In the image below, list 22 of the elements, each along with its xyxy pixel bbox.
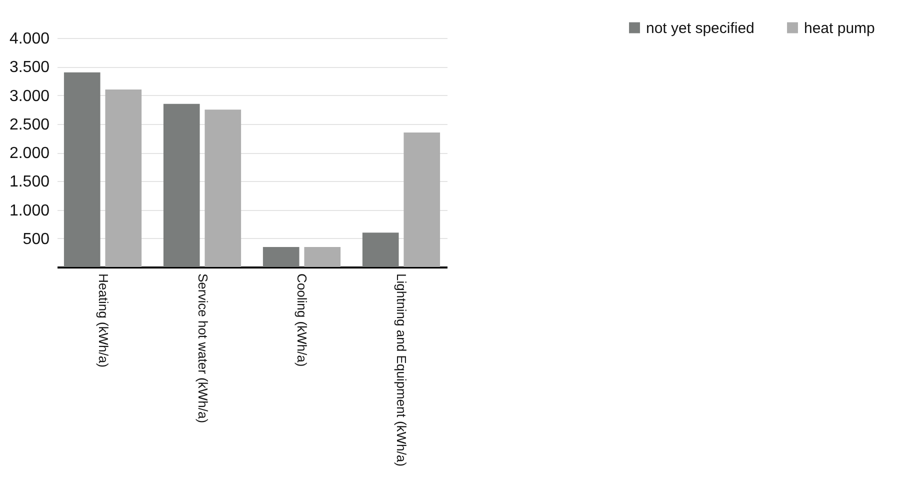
bar — [105, 90, 142, 267]
x-tick-label: Lightning and Equipment (kWh/a) — [394, 274, 410, 466]
bar — [404, 132, 440, 267]
bar — [362, 232, 399, 267]
y-tick-label: 4.000 — [9, 30, 50, 48]
y-tick-label: 2.500 — [9, 116, 50, 134]
y-tick-label: 3.500 — [9, 59, 50, 76]
bar — [262, 246, 300, 267]
bar — [204, 110, 242, 267]
y-tick-label: 1.000 — [9, 202, 50, 220]
y-tick-label: 2.000 — [9, 145, 50, 162]
y-tick-label: 3.000 — [9, 88, 50, 105]
x-tick-label: Heating (kWh/a) — [96, 274, 111, 368]
y-tick-label: 500 — [22, 230, 50, 248]
bar — [304, 246, 341, 267]
bar — [64, 72, 100, 267]
x-tick-label: Service hot water (kWh/a) — [195, 274, 210, 424]
legend-label: heat pump — [804, 20, 875, 37]
x-tick-label: Cooling (kWh/a) — [294, 274, 310, 367]
y-tick-label: 1.500 — [9, 174, 50, 191]
legend-label: not yet specified — [646, 20, 754, 37]
bar — [163, 104, 200, 267]
